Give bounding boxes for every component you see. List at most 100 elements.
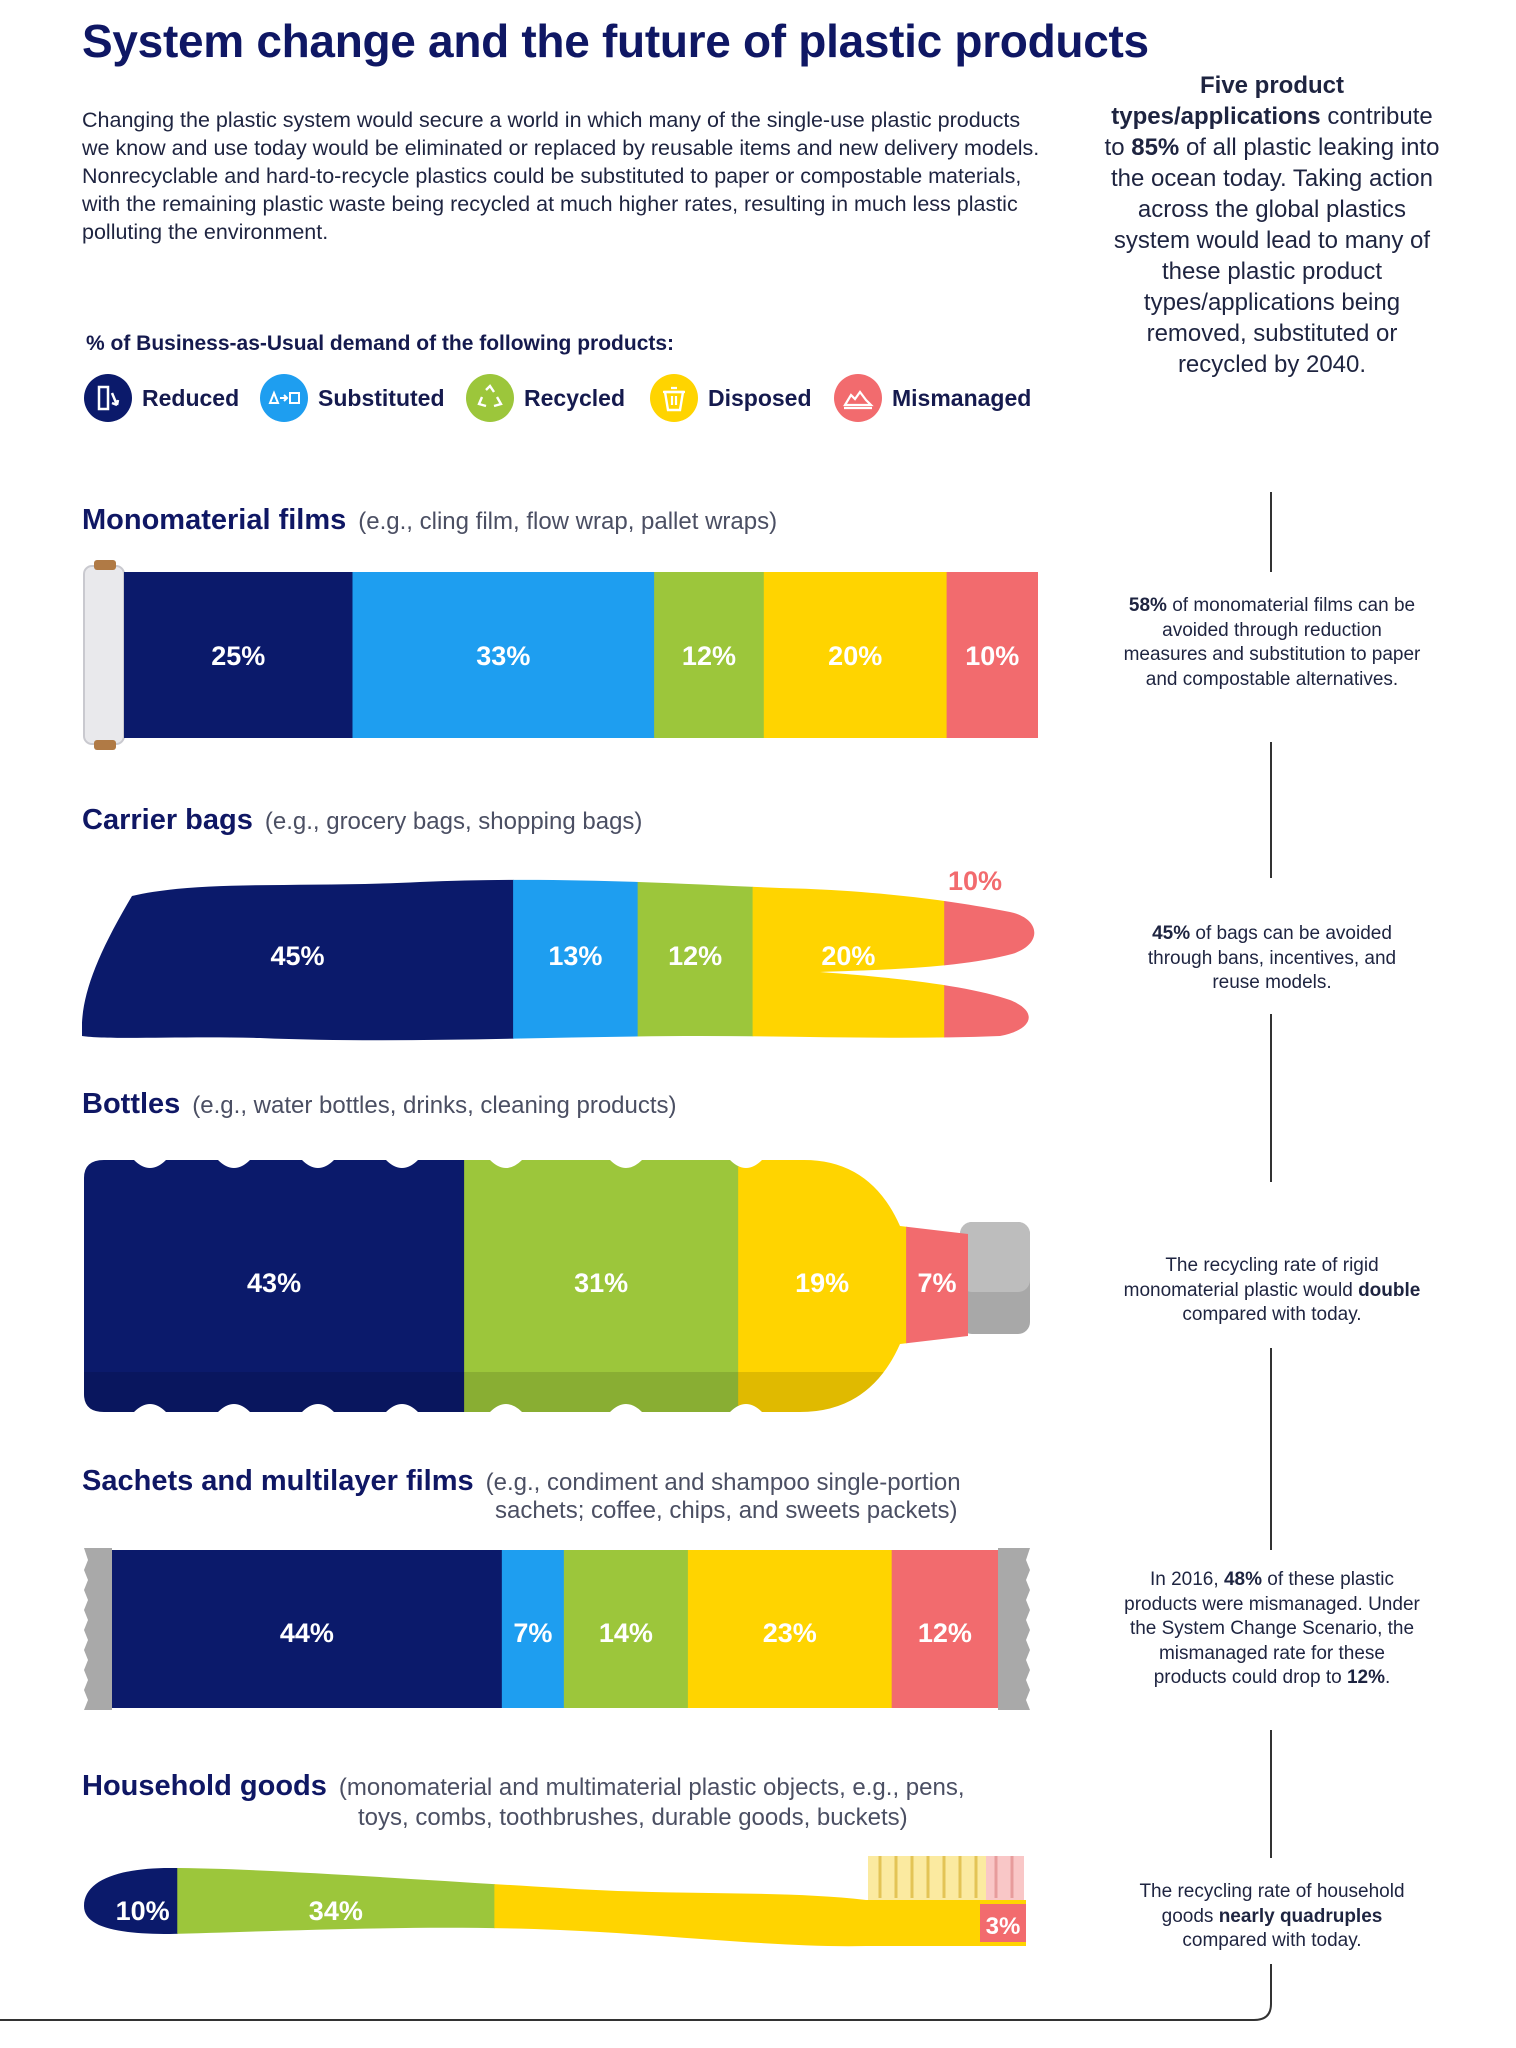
note-text: The recycling rate of household goods xyxy=(1139,1881,1405,1927)
product-name: Bottles xyxy=(82,1088,181,1120)
legend-item-reduced: Reduced xyxy=(84,372,239,424)
note-text: . xyxy=(1385,1667,1391,1688)
value-label-bottles-recycled: 31% xyxy=(574,1268,628,1298)
product-name: Household goods xyxy=(82,1770,327,1802)
recycle-icon xyxy=(466,374,514,422)
segment-monomaterial-films-substituted xyxy=(352,572,655,738)
note-text: of bags can be avoided through bans, inc… xyxy=(1147,923,1397,993)
value-label-monomaterial-films-mismanaged: 10% xyxy=(965,641,1019,671)
section-title-bottles: Bottles (e.g., water bottles, drinks, cle… xyxy=(82,1088,677,1121)
divider-line xyxy=(1270,1014,1272,1182)
product-example: (e.g., grocery bags, shopping bags) xyxy=(264,808,643,835)
value-label-bottles-disposed: 19% xyxy=(795,1268,849,1298)
sidebar-intro-text: contribute to xyxy=(1104,103,1433,161)
legend-item-recycled: Recycled xyxy=(466,372,625,424)
product-example: (monomaterial and multimaterial plastic … xyxy=(338,1774,965,1801)
sidebar-intro-text: of all plastic leaking into the ocean to… xyxy=(1110,134,1440,378)
note-bold: 48% xyxy=(1223,1569,1262,1590)
value-label-monomaterial-films-disposed: 20% xyxy=(828,641,882,671)
segment-sachets-and-multilayer-films-mismanaged xyxy=(891,1550,998,1708)
note-text: of these plastic products were mismanage… xyxy=(1124,1569,1420,1688)
segment-carrier-bags-reduced xyxy=(82,879,514,1041)
divider-line xyxy=(1270,1730,1272,1858)
note-text: In 2016, xyxy=(1149,1569,1224,1590)
sidebar-intro: Five product types/applications contribu… xyxy=(1102,70,1442,380)
segment-sachets-and-multilayer-films-substituted xyxy=(501,1550,565,1708)
note-text: compared with today. xyxy=(1182,1930,1362,1951)
value-label-carrier-bags-disposed: 20% xyxy=(821,941,875,971)
trash-bin-icon xyxy=(650,374,698,422)
divider-line xyxy=(1270,742,1272,878)
bottle-shadow xyxy=(84,1372,968,1412)
product-name: Carrier bags xyxy=(82,804,253,836)
product-example: (e.g., water bottles, drinks, cleaning p… xyxy=(192,1092,677,1119)
value-label-carrier-bags-reduced: 45% xyxy=(271,941,325,971)
value-label-monomaterial-films-reduced: 25% xyxy=(211,641,265,671)
product-name: Sachets and multilayer films xyxy=(82,1465,474,1497)
value-label-household-goods-recycled: 34% xyxy=(309,1896,363,1926)
value-label-household-goods-reduced: 10% xyxy=(116,1896,170,1926)
value-label-sachets-and-multilayer-films-disposed: 23% xyxy=(763,1618,817,1648)
value-labels: 25% 33% 12% 20% 10% 45% 13% 12% 20% 10% 43% 31% 19% 7… xyxy=(116,641,1021,1940)
page-title: System change and the future of plastic … xyxy=(82,15,1149,67)
segment-bottles-disposed xyxy=(738,1159,907,1412)
note-text: The recycling rate of rigid monomaterial… xyxy=(1123,1255,1379,1301)
mismanaged-pile-icon xyxy=(834,374,882,422)
section-title-monomaterial-films: Monomaterial films (e.g., cling film, flo… xyxy=(82,504,777,537)
note-bold: 45% xyxy=(1152,923,1191,944)
product-example-line2: toys, combs, toothbrushes, durable goods… xyxy=(358,1804,908,1831)
substitute-icon xyxy=(260,374,308,422)
value-label-sachets-and-multilayer-films-reduced: 44% xyxy=(280,1618,334,1648)
stacked-bars xyxy=(82,572,1038,1947)
intro-paragraph: Changing the plastic system would secure… xyxy=(82,108,1040,244)
value-label-sachets-and-multilayer-films-substituted: 7% xyxy=(513,1618,552,1648)
segment-bottles-recycled xyxy=(464,1159,739,1412)
segment-sachets-and-multilayer-films-reduced xyxy=(112,1550,503,1708)
legend-item-disposed: Disposed xyxy=(650,372,812,424)
legend-title: % of Business-as-Usual demand of the fol… xyxy=(86,332,675,355)
product-name: Monomaterial films xyxy=(82,504,347,536)
segment-carrier-bags-mismanaged xyxy=(944,879,1035,1041)
value-label-sachets-and-multilayer-films-mismanaged: 12% xyxy=(918,1618,972,1648)
reduce-icon xyxy=(84,374,132,422)
bottom-bracket-line xyxy=(0,1964,1272,2021)
sidebar-intro-pct: 85% xyxy=(1131,134,1180,161)
value-label-household-goods-disposed: 54% xyxy=(653,1910,707,1940)
segment-sachets-and-multilayer-films-recycled xyxy=(563,1550,689,1708)
legend-item-substituted: Substituted xyxy=(260,372,445,424)
segment-bottles-reduced xyxy=(84,1159,465,1412)
section-title-sachets: Sachets and multilayer films (e.g., condi… xyxy=(82,1465,961,1498)
note-text: compared with today. xyxy=(1182,1304,1362,1325)
value-label-bottles-reduced: 43% xyxy=(247,1268,301,1298)
toothbrush-head-icon xyxy=(866,1856,1026,1946)
sidebar-note-bags: 45% of bags can be avoided through bans,… xyxy=(1122,922,1422,996)
sidebar-note-household: The recycling rate of household goods ne… xyxy=(1122,1880,1422,1954)
divider-line xyxy=(1270,1348,1272,1550)
sidebar-note-sachets: In 2016, 48% of these plastic products w… xyxy=(1122,1568,1422,1691)
film-roll-icon xyxy=(83,560,125,750)
product-example-line2: sachets; coffee, chips, and sweets packe… xyxy=(495,1497,958,1524)
sidebar-note-films: 58% of monomaterial films can be avoided… xyxy=(1122,594,1422,692)
divider-line xyxy=(1270,492,1272,572)
note-text: of monomaterial films can be avoided thr… xyxy=(1123,595,1421,690)
note-bold: 12% xyxy=(1346,1667,1386,1688)
segment-carrier-bags-disposed xyxy=(752,879,945,1041)
section-title-carrier-bags: Carrier bags (e.g., grocery bags, shoppin… xyxy=(82,804,642,837)
value-label-household-goods-mismanaged: 3% xyxy=(986,1913,1021,1940)
value-label-carrier-bags-substituted: 13% xyxy=(548,941,602,971)
value-label-carrier-bags-mismanaged: 10% xyxy=(948,866,1002,896)
product-example: (e.g., cling film, flow wrap, pallet wra… xyxy=(358,508,778,535)
bar-monomaterial-films xyxy=(124,572,1038,738)
segment-monomaterial-films-recycled xyxy=(654,572,765,738)
note-bold: nearly quadruples xyxy=(1218,1905,1383,1927)
sidebar-note-bottles: The recycling rate of rigid monomaterial… xyxy=(1122,1254,1422,1328)
value-label-bottles-mismanaged: 7% xyxy=(918,1268,957,1298)
product-example: (e.g., condiment and shampoo single-port… xyxy=(485,1469,961,1496)
legend-label: Substituted xyxy=(318,384,445,411)
legend-label: Mismanaged xyxy=(892,384,1032,411)
legend-label: Reduced xyxy=(142,384,240,411)
note-bold: double xyxy=(1358,1279,1421,1301)
sidebar-intro-bold: Five product types/applications xyxy=(1111,72,1344,130)
note-bold: 58% xyxy=(1128,595,1167,616)
